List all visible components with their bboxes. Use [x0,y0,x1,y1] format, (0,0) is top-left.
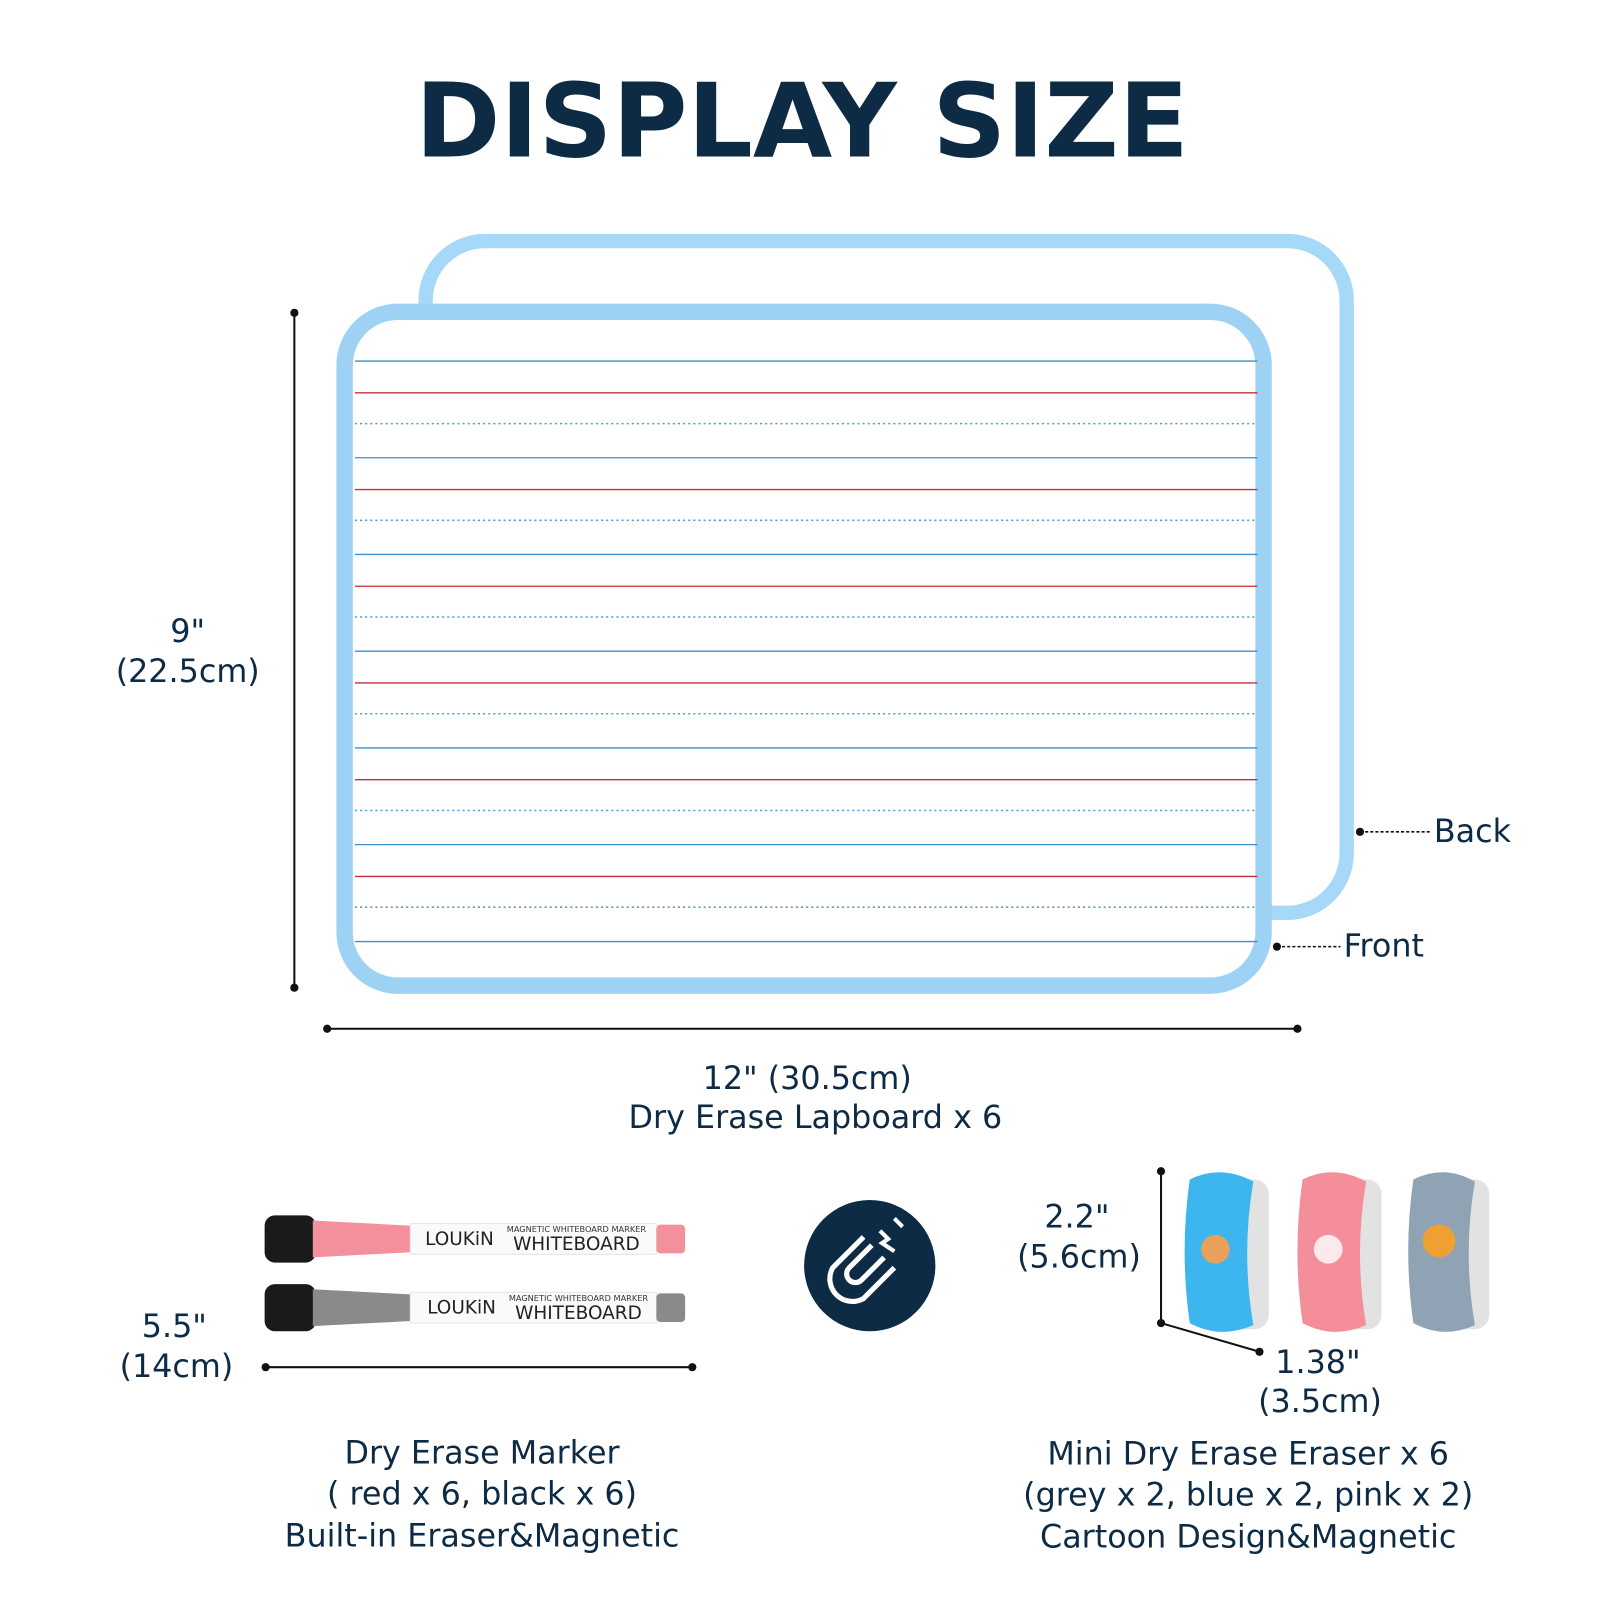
marker-brand: LOUKiN [427,1298,496,1319]
dot [1293,1024,1302,1033]
product-name: Dry Erase Lapboard x 6 [629,1099,1003,1136]
eraser-description: Cartoon Design&Magnetic [1040,1518,1456,1555]
dot [1255,1347,1264,1356]
ruled-lines [354,360,1258,943]
marker-brand: LOUKiN [425,1229,494,1250]
eraser-depth-label: 1.38" [1275,1344,1360,1381]
width-label: 12" (30.5cm) [703,1060,912,1097]
eraser-depth-line [1160,1322,1260,1353]
dot [290,308,299,317]
eraser-pink [1297,1172,1382,1332]
marker-label: WHITEBOARD [515,1303,642,1324]
magnet-icon [804,1200,936,1332]
eraser-grey [1408,1172,1490,1332]
height-label: (22.5cm) [116,653,260,690]
eraser-description: Mini Dry Erase Eraser x 6 [1047,1435,1449,1472]
back-label: Back [1434,813,1512,850]
marker-subtitle: MAGNETIC WHITEBOARD MARKER [509,1293,649,1303]
marker-red [264,1215,686,1263]
dot [1156,1167,1166,1176]
marker-label: WHITEBOARD [513,1234,640,1255]
eraser-height-label: 2.2" [1044,1198,1109,1235]
title: DISPLAY SIZE [415,63,1189,182]
eraser-height-label: (5.6cm) [1017,1238,1141,1275]
dot [261,1363,270,1372]
front-board [336,303,1272,994]
marker-description: Dry Erase Marker [344,1434,620,1471]
eraser-blue [1184,1172,1269,1332]
dot [1156,1318,1166,1328]
dot [323,1024,332,1033]
eraser-depth-label: (3.5cm) [1258,1383,1382,1420]
dot [688,1363,697,1372]
marker-description: ( red x 6, black x 6) [327,1475,637,1512]
length-label: 5.5" [142,1308,207,1345]
front-label: Front [1344,928,1424,965]
eraser-description: (grey x 2, blue x 2, pink x 2) [1023,1476,1473,1513]
marker-description: Built-in Eraser&Magnetic [285,1517,680,1554]
dot [290,983,299,992]
length-label: (14cm) [120,1348,234,1385]
height-label: 9" [170,613,205,650]
marker-black [264,1284,686,1332]
marker-subtitle: MAGNETIC WHITEBOARD MARKER [507,1224,647,1234]
